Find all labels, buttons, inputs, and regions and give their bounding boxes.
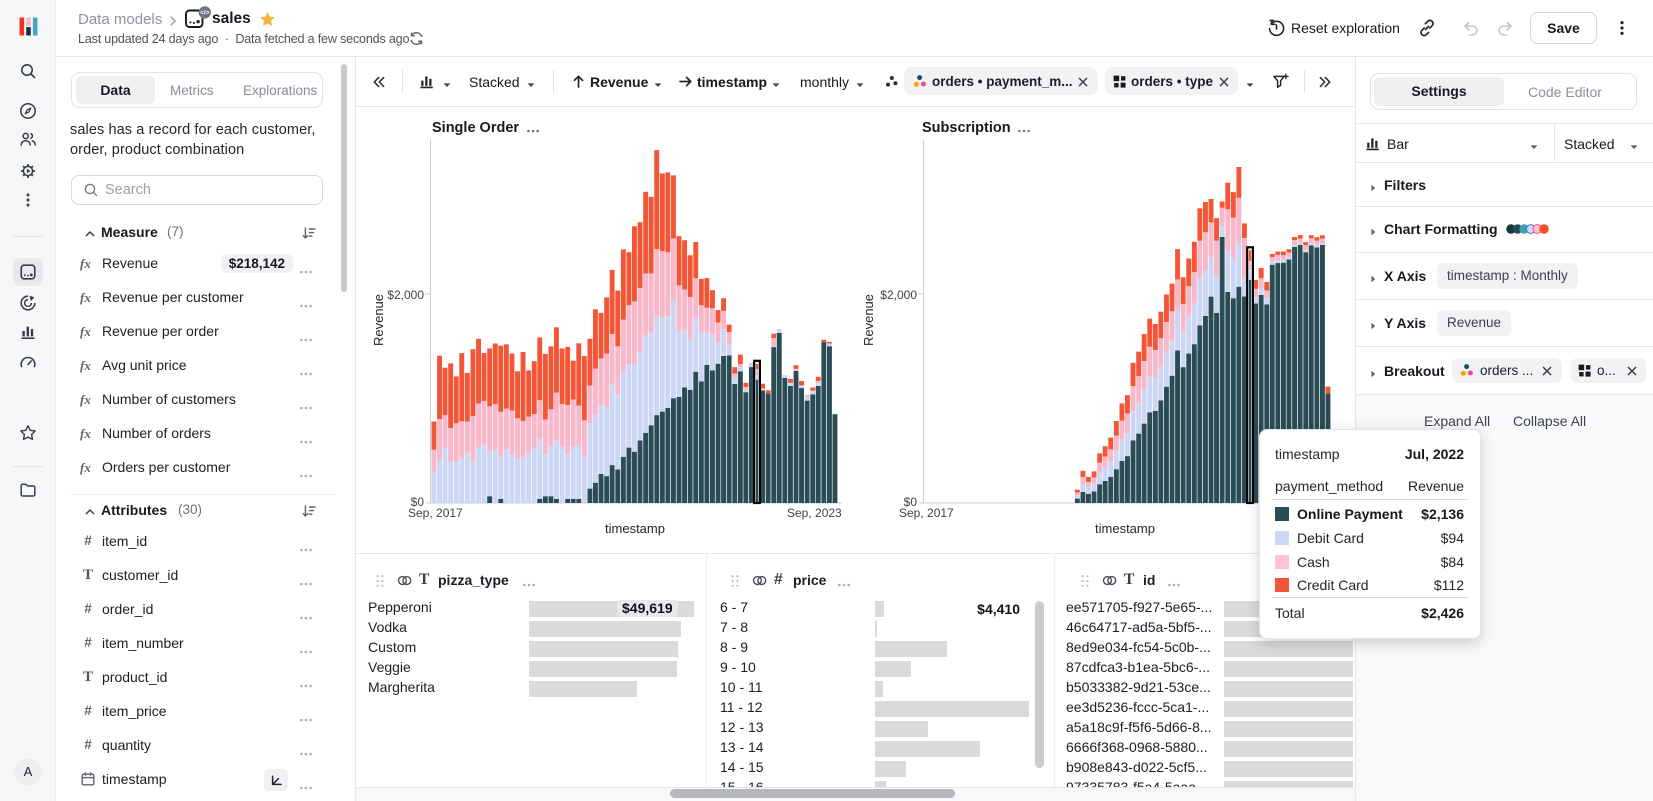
svg-text:</>: </> (200, 10, 210, 17)
